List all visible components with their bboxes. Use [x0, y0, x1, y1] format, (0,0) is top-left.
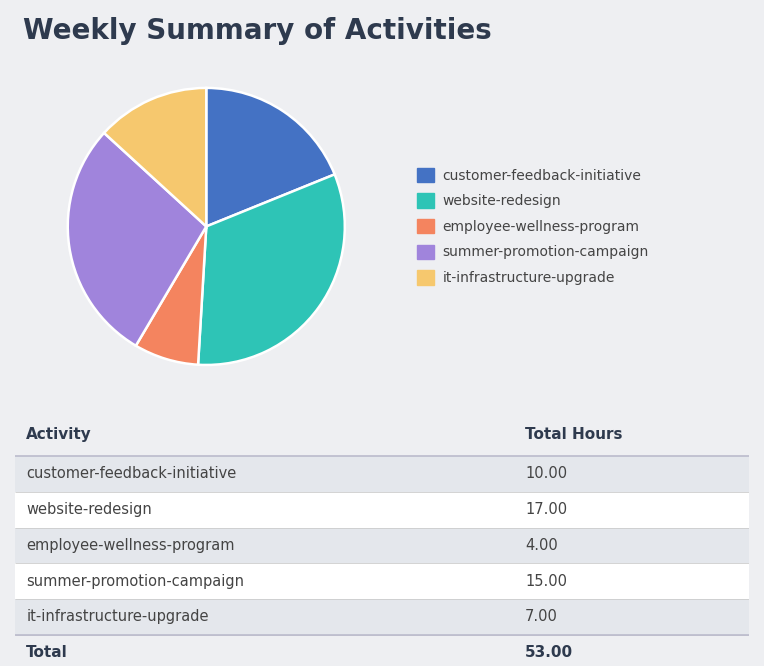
Text: summer-promotion-campaign: summer-promotion-campaign	[26, 573, 244, 589]
Text: 53.00: 53.00	[525, 645, 573, 660]
FancyBboxPatch shape	[514, 413, 749, 456]
FancyBboxPatch shape	[514, 492, 749, 527]
FancyBboxPatch shape	[15, 413, 514, 456]
FancyBboxPatch shape	[15, 456, 514, 492]
FancyBboxPatch shape	[15, 527, 514, 563]
Text: employee-wellness-program: employee-wellness-program	[26, 538, 235, 553]
Text: Weekly Summary of Activities: Weekly Summary of Activities	[23, 17, 492, 45]
Text: 10.00: 10.00	[525, 466, 567, 482]
Text: Total: Total	[26, 645, 68, 660]
FancyBboxPatch shape	[15, 599, 514, 635]
Text: customer-feedback-initiative: customer-feedback-initiative	[26, 466, 237, 482]
FancyBboxPatch shape	[514, 563, 749, 599]
Text: Activity: Activity	[26, 427, 92, 442]
Wedge shape	[68, 133, 206, 346]
Wedge shape	[136, 226, 206, 365]
Text: it-infrastructure-upgrade: it-infrastructure-upgrade	[26, 609, 209, 624]
FancyBboxPatch shape	[514, 456, 749, 492]
Text: 17.00: 17.00	[525, 502, 567, 517]
Text: 7.00: 7.00	[525, 609, 558, 624]
FancyBboxPatch shape	[514, 599, 749, 635]
Text: 15.00: 15.00	[525, 573, 567, 589]
FancyBboxPatch shape	[15, 492, 514, 527]
Text: website-redesign: website-redesign	[26, 502, 152, 517]
Wedge shape	[104, 88, 206, 226]
FancyBboxPatch shape	[514, 527, 749, 563]
FancyBboxPatch shape	[514, 635, 749, 666]
Text: Total Hours: Total Hours	[525, 427, 623, 442]
FancyBboxPatch shape	[15, 563, 514, 599]
Legend: customer-feedback-initiative, website-redesign, employee-wellness-program, summe: customer-feedback-initiative, website-re…	[412, 163, 654, 290]
Wedge shape	[206, 88, 335, 226]
FancyBboxPatch shape	[15, 635, 514, 666]
Text: 4.00: 4.00	[525, 538, 558, 553]
Wedge shape	[198, 174, 345, 365]
